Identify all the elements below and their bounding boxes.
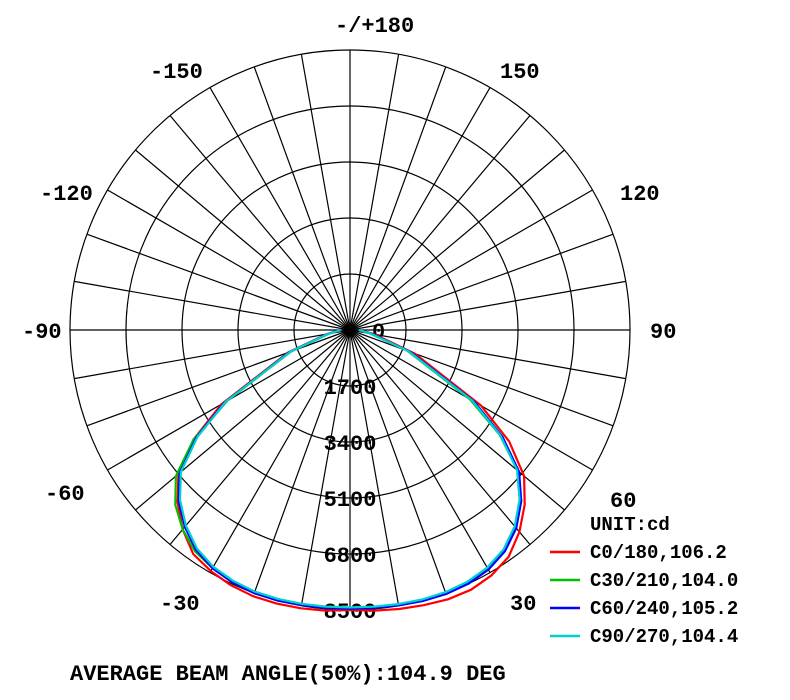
angle-label: -90 — [22, 320, 62, 345]
legend-item-label: C30/210,104.0 — [590, 570, 738, 592]
angle-label: -120 — [40, 182, 93, 207]
ring-label: 1700 — [324, 376, 377, 401]
angle-label: -150 — [150, 60, 203, 85]
legend-item-label: C90/270,104.4 — [590, 626, 738, 648]
center-label: 0 — [372, 320, 385, 345]
angle-label: -30 — [160, 592, 200, 617]
angle-label: -60 — [45, 482, 85, 507]
angle-label: 90 — [650, 320, 676, 345]
angle-label: 60 — [610, 489, 636, 514]
angle-label: 30 — [510, 592, 536, 617]
legend-item-label: C60/240,105.2 — [590, 598, 738, 620]
ring-label: 5100 — [324, 488, 377, 513]
angle-label: 120 — [620, 182, 660, 207]
ring-label: 3400 — [324, 432, 377, 457]
angle-label: 150 — [500, 60, 540, 85]
legend-item-label: C0/180,106.2 — [590, 542, 727, 564]
polar-chart-container: -/+180 -150 -120 -90 -60 -30 150 120 90 60 30 0 1700… — [0, 0, 790, 700]
angle-label: -/+180 — [335, 14, 414, 39]
legend-unit: UNIT:cd — [590, 514, 670, 536]
footer-text: AVERAGE BEAM ANGLE(50%):104.9 DEG — [70, 662, 506, 687]
polar-chart-svg: -/+180 -150 -120 -90 -60 -30 150 120 90 60 30 0 1700… — [0, 0, 790, 700]
ring-label: 8500 — [324, 600, 377, 625]
ring-label: 6800 — [324, 544, 377, 569]
